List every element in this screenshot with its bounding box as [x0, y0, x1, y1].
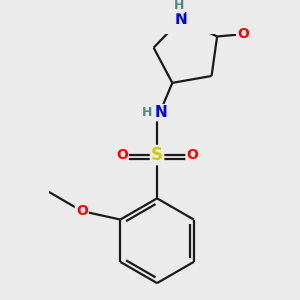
Text: O: O: [76, 204, 88, 218]
Text: O: O: [186, 148, 198, 162]
Text: O: O: [237, 27, 249, 41]
Text: H: H: [142, 106, 152, 119]
Text: O: O: [116, 148, 128, 162]
Text: N: N: [175, 11, 188, 26]
Text: S: S: [151, 146, 163, 164]
Text: H: H: [174, 0, 184, 12]
Text: N: N: [154, 105, 167, 120]
